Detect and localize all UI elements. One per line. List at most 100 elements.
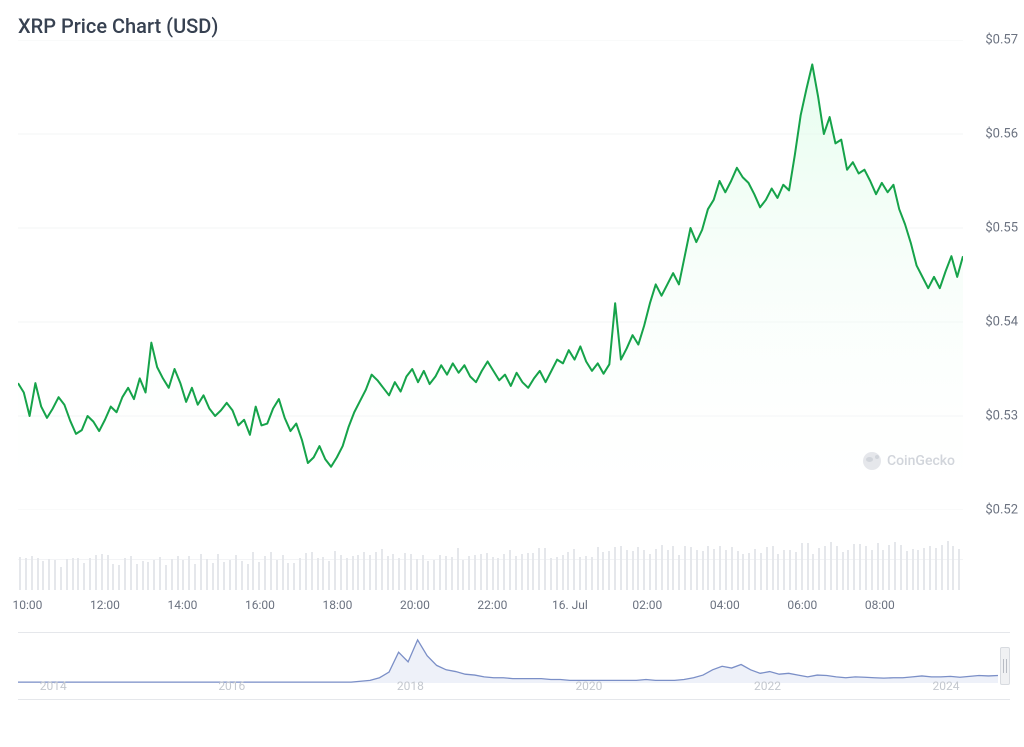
volume-bar bbox=[282, 555, 284, 590]
volume-bar bbox=[42, 561, 44, 590]
volume-bar bbox=[521, 554, 523, 590]
volume-bar bbox=[801, 543, 803, 590]
volume-bar bbox=[445, 556, 447, 590]
watermark-text: CoinGecko bbox=[887, 453, 955, 469]
volume-bar bbox=[690, 547, 692, 590]
volume-bar bbox=[900, 545, 902, 590]
overview-year-label: 2018 bbox=[397, 679, 424, 693]
x-axis-label: 10:00 bbox=[12, 598, 42, 612]
volume-bar bbox=[474, 555, 476, 590]
volume-bar bbox=[369, 555, 371, 590]
volume-bar bbox=[812, 554, 814, 590]
volume-bar bbox=[83, 563, 85, 590]
volume-bar bbox=[468, 556, 470, 590]
volume-bar bbox=[515, 556, 517, 590]
volume-bar bbox=[299, 558, 301, 590]
volume-bar bbox=[737, 551, 739, 590]
coingecko-icon bbox=[863, 452, 881, 470]
volume-bar bbox=[19, 557, 21, 590]
volume-bar bbox=[171, 559, 173, 590]
x-axis-label: 16:00 bbox=[245, 598, 275, 612]
volume-bar bbox=[865, 546, 867, 590]
volume-bar bbox=[573, 549, 575, 590]
volume-bar bbox=[818, 548, 820, 590]
volume-bar bbox=[912, 549, 914, 590]
volume-bar bbox=[66, 559, 68, 590]
volume-bar bbox=[929, 546, 931, 590]
volume-bar bbox=[293, 563, 295, 590]
volume-bar bbox=[357, 555, 359, 590]
volume-bar bbox=[25, 558, 27, 590]
volume-bar bbox=[165, 565, 167, 590]
volume-bar bbox=[836, 546, 838, 590]
volume-bar bbox=[532, 553, 534, 590]
y-axis-label: $0.52 bbox=[985, 503, 1018, 518]
volume-bar bbox=[941, 545, 943, 590]
volume-bar bbox=[830, 542, 832, 590]
volume-bar bbox=[410, 554, 412, 590]
volume-bar bbox=[766, 547, 768, 590]
volume-bar bbox=[917, 550, 919, 590]
volume-bar bbox=[754, 549, 756, 590]
volume-bar bbox=[112, 564, 114, 590]
y-axis-label: $0.55 bbox=[985, 221, 1018, 236]
main-price-chart[interactable]: CoinGecko bbox=[18, 40, 963, 510]
volume-bar bbox=[212, 563, 214, 590]
volume-bar bbox=[497, 558, 499, 590]
volume-bar bbox=[37, 558, 39, 590]
volume-bar bbox=[433, 560, 435, 590]
volume-bar bbox=[719, 546, 721, 590]
volume-bar bbox=[795, 552, 797, 590]
chart-title: XRP Price Chart (USD) bbox=[0, 0, 1024, 38]
volume-bar bbox=[31, 556, 33, 590]
volume-bar bbox=[177, 556, 179, 590]
volume-bar bbox=[783, 550, 785, 590]
volume-bar bbox=[509, 550, 511, 590]
x-axis-label: 14:00 bbox=[167, 598, 197, 612]
volume-bar bbox=[217, 554, 219, 590]
volume-bar bbox=[54, 560, 56, 590]
volume-bar bbox=[608, 551, 610, 590]
y-axis-label: $0.54 bbox=[985, 315, 1018, 330]
volume-bar bbox=[585, 556, 587, 590]
volume-bar bbox=[188, 556, 190, 590]
navigator-handle[interactable] bbox=[1000, 647, 1010, 685]
volume-bar bbox=[567, 552, 569, 590]
volume-bar bbox=[678, 555, 680, 590]
volume-bar bbox=[486, 553, 488, 590]
volume-bar bbox=[223, 562, 225, 590]
volume-bar bbox=[807, 543, 809, 590]
overview-year-label: 2016 bbox=[218, 679, 245, 693]
volume-bar bbox=[859, 544, 861, 590]
volume-bar bbox=[276, 560, 278, 590]
volume-bar bbox=[772, 546, 774, 590]
volume-bar bbox=[958, 549, 960, 590]
volume-bar bbox=[159, 557, 161, 590]
volume-bar bbox=[322, 557, 324, 590]
volume-bar bbox=[387, 556, 389, 590]
volume-bar bbox=[398, 558, 400, 590]
volume-bar bbox=[107, 555, 109, 590]
volume-bar bbox=[404, 553, 406, 590]
volume-bar bbox=[235, 555, 237, 590]
volume-bar bbox=[194, 564, 196, 590]
volume-bar bbox=[264, 556, 266, 590]
volume-bar bbox=[538, 548, 540, 590]
volume-bar bbox=[649, 554, 651, 590]
y-axis-label: $0.53 bbox=[985, 409, 1018, 424]
volume-bar bbox=[206, 559, 208, 590]
volume-bar bbox=[89, 558, 91, 590]
volume-bar bbox=[853, 544, 855, 590]
volume-bar bbox=[153, 560, 155, 590]
overview-year-label: 2022 bbox=[754, 679, 781, 693]
volume-bar bbox=[760, 553, 762, 590]
volume-bars bbox=[18, 520, 963, 590]
volume-bar bbox=[340, 555, 342, 590]
volume-bar bbox=[632, 551, 634, 590]
volume-bar bbox=[422, 555, 424, 590]
volume-bar bbox=[311, 552, 313, 590]
watermark: CoinGecko bbox=[863, 452, 955, 470]
overview-navigator[interactable]: 201420162018202020222024 bbox=[18, 632, 1010, 700]
volume-bar bbox=[241, 561, 243, 590]
volume-bar bbox=[130, 556, 132, 590]
